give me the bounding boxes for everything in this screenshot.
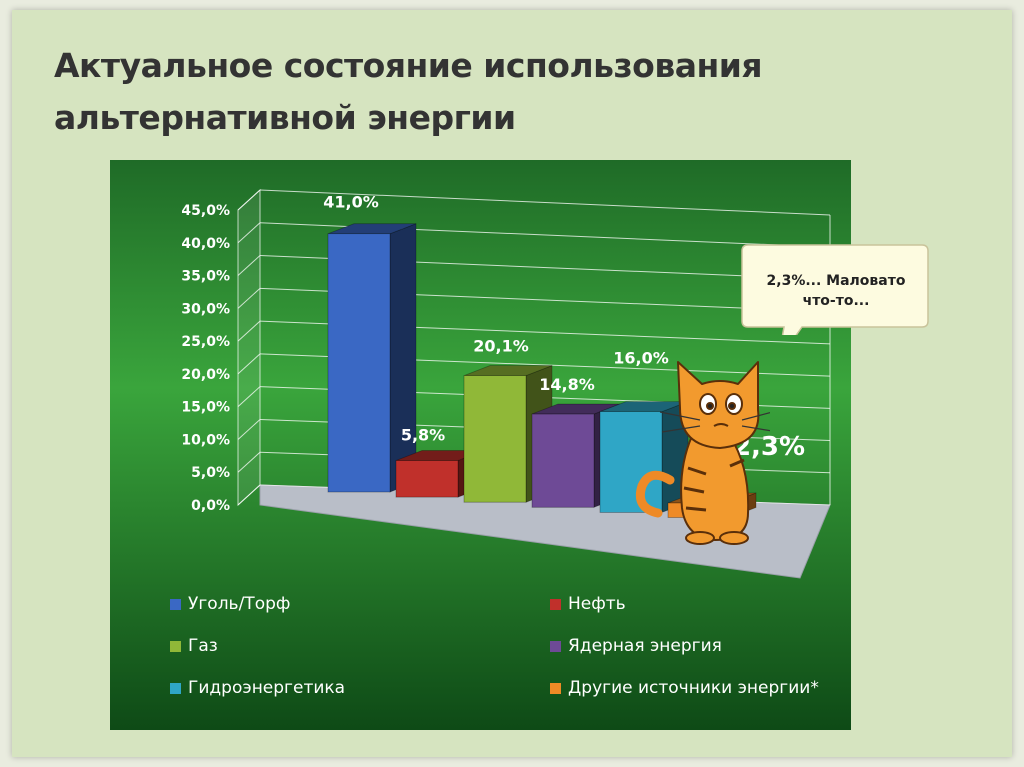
slide-title: Актуальное состояние использования альте… xyxy=(54,40,814,144)
bar xyxy=(395,460,459,498)
speech-bubble-text: 2,3%... Маловато что-то... xyxy=(752,271,920,311)
gridline-side xyxy=(237,222,261,244)
legend-swatch xyxy=(550,599,561,610)
gridline-side xyxy=(237,419,261,440)
y-tick-label: 40,0% xyxy=(181,236,230,252)
y-tick-label: 5,0% xyxy=(191,465,230,481)
chart-left-wall xyxy=(237,188,261,507)
data-label: 16,0% xyxy=(613,349,669,368)
gridline-side xyxy=(237,255,261,276)
y-tick-label: 0,0% xyxy=(191,498,230,514)
y-tick-label: 25,0% xyxy=(181,334,230,350)
gridline xyxy=(259,189,831,216)
callout-line-2: что-то... xyxy=(802,293,870,309)
bar xyxy=(531,413,595,508)
gridline-side xyxy=(237,484,261,506)
gridline-side xyxy=(237,451,261,473)
y-tick-label: 45,0% xyxy=(181,203,230,219)
data-label: 41,0% xyxy=(323,193,379,212)
cat-icon xyxy=(635,361,770,545)
bar-side xyxy=(389,223,417,493)
legend-label: Гидроэнергетика xyxy=(188,678,346,698)
bar xyxy=(463,375,527,503)
gridline-side xyxy=(237,353,261,375)
data-label: 14,8% xyxy=(539,375,595,394)
gridline-side xyxy=(237,320,261,342)
y-tick-label: 10,0% xyxy=(181,432,230,448)
speech-bubble-shape xyxy=(741,244,929,335)
data-label: 20,1% xyxy=(473,337,529,356)
gridline-side xyxy=(237,287,261,309)
title-line-1: Актуальное состояние использования xyxy=(54,46,763,85)
y-tick-label: 20,0% xyxy=(181,367,230,383)
legend-label: Нефть xyxy=(568,594,626,614)
legend-label: Ядерная энергия xyxy=(568,636,722,656)
callout-line-1: 2,3%... Маловато xyxy=(766,273,906,289)
legend-swatch xyxy=(170,599,181,610)
gridline-side xyxy=(237,386,261,408)
bar xyxy=(327,233,391,493)
legend-label: Уголь/Торф xyxy=(188,594,291,614)
y-tick-label: 15,0% xyxy=(181,400,230,416)
legend-swatch xyxy=(170,641,181,652)
legend-swatch xyxy=(170,683,181,694)
legend-swatch xyxy=(550,641,561,652)
legend-label: Другие источники энергии* xyxy=(568,678,819,698)
legend-swatch xyxy=(550,683,561,694)
y-tick-label: 30,0% xyxy=(181,301,230,317)
y-tick-label: 35,0% xyxy=(181,269,230,285)
bar xyxy=(599,411,663,513)
data-label: 5,8% xyxy=(401,426,445,445)
gridline-side xyxy=(237,189,261,211)
title-line-2: альтернативной энергии xyxy=(54,98,516,137)
legend-label: Газ xyxy=(188,636,218,656)
speech-bubble: 2,3%... Маловато что-то... xyxy=(740,243,930,335)
